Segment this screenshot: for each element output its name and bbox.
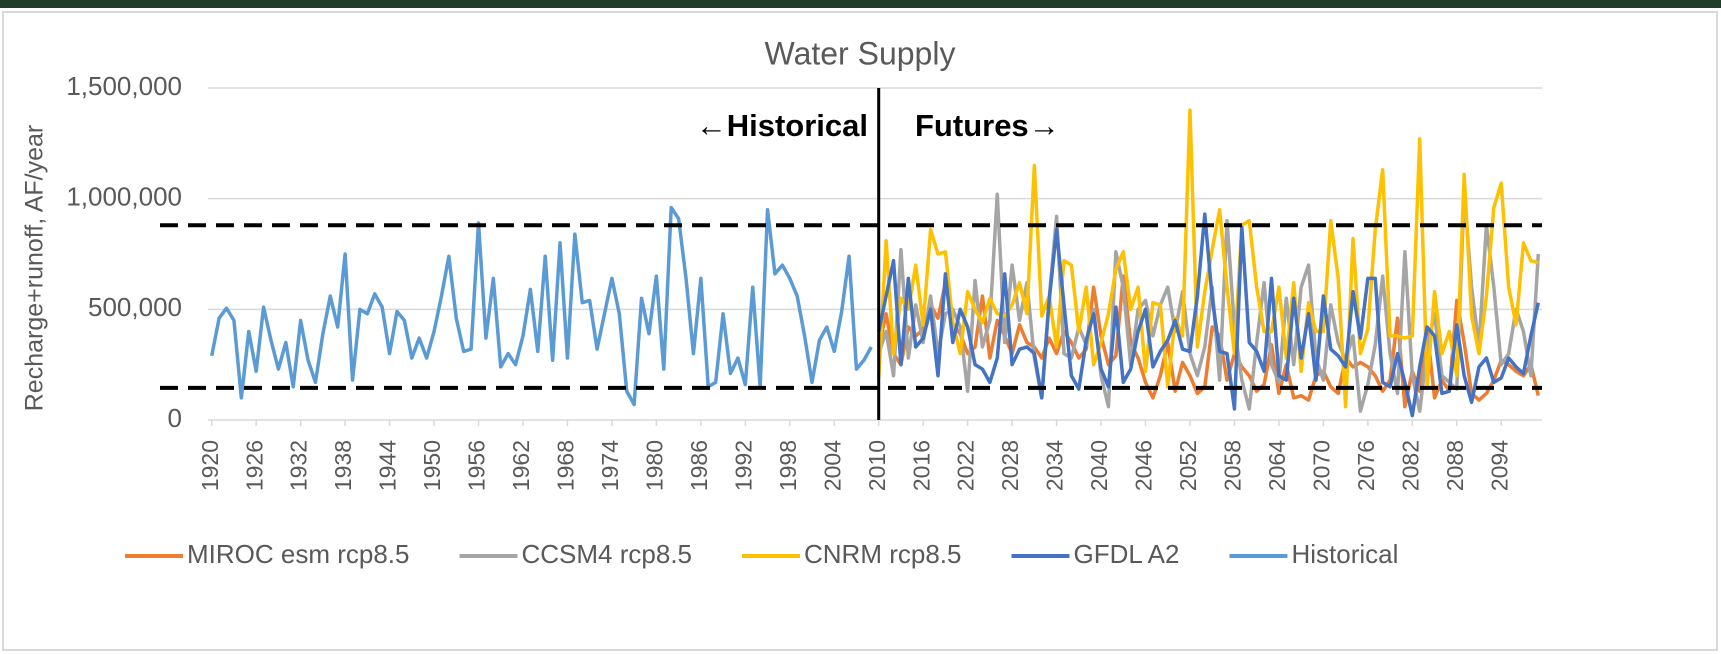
x-tick-label: 2088 (1442, 440, 1468, 491)
x-tick-label: 2070 (1308, 440, 1334, 491)
x-tick-label: 1980 (641, 440, 667, 491)
x-tick-label: 1926 (241, 440, 267, 491)
x-tick-label: 1974 (597, 440, 623, 491)
x-tick-label: 1950 (419, 440, 445, 491)
x-tick-label: 2040 (1086, 440, 1112, 491)
legend-label: CCSM4 rcp8.5 (522, 539, 693, 569)
legend-item: GFDL A2 (1011, 539, 1179, 569)
legend-item: Historical (1229, 539, 1398, 569)
x-tick-label: 2082 (1397, 440, 1423, 491)
x-tick-label: 1998 (775, 440, 801, 491)
y-tick-label: 500,000 (88, 292, 182, 322)
x-tick-label: 2064 (1264, 440, 1290, 491)
x-tick-label: 1932 (286, 440, 312, 491)
chart-title: Water Supply (765, 35, 956, 71)
x-tick-label: 2028 (997, 440, 1023, 491)
x-tick-label: 2034 (1042, 440, 1068, 491)
x-tick-label: 1956 (464, 440, 490, 491)
series-line (877, 190, 1541, 413)
y-tick-label: 1,000,000 (66, 182, 182, 212)
y-tick-label: 0 (168, 403, 182, 433)
series-line (209, 205, 873, 407)
x-tick-label: 1938 (330, 440, 356, 491)
x-tick-label: 1968 (553, 440, 579, 491)
x-tick-label: 2016 (908, 440, 934, 491)
x-tick-label: 2046 (1131, 440, 1157, 491)
x-tick-label: 2094 (1486, 440, 1512, 491)
x-tick-label: 1962 (508, 440, 534, 491)
annotation-historical: ←Historical (696, 108, 868, 143)
x-tick-label: 1986 (686, 440, 712, 491)
y-tick-label: 1,500,000 (66, 71, 182, 101)
annotation-futures: Futures→ (915, 108, 1060, 143)
series-line (876, 212, 1540, 418)
legend-item: CNRM rcp8.5 (742, 539, 961, 569)
x-tick-label: 1992 (730, 440, 756, 491)
top-bar (0, 0, 1721, 8)
legend-item: CCSM4 rcp8.5 (459, 539, 693, 569)
x-tick-label: 2010 (864, 440, 890, 491)
x-tick-label: 2052 (1175, 440, 1201, 491)
x-tick-label: 2004 (819, 440, 845, 491)
legend-item: MIROC esm rcp8.5 (125, 539, 410, 569)
x-tick-label: 2058 (1220, 440, 1246, 491)
legend-label: GFDL A2 (1073, 539, 1179, 569)
legend-label: Historical (1291, 539, 1398, 569)
legend-label: CNRM rcp8.5 (804, 539, 961, 569)
y-axis-label: Recharge+runoff, AF/year (21, 125, 49, 412)
x-tick-label: 1944 (375, 440, 401, 491)
x-tick-label: 2076 (1353, 440, 1379, 491)
x-tick-label: 2022 (953, 440, 979, 491)
x-tick-label: 1920 (197, 440, 223, 491)
legend-label: MIROC esm rcp8.5 (187, 539, 410, 569)
